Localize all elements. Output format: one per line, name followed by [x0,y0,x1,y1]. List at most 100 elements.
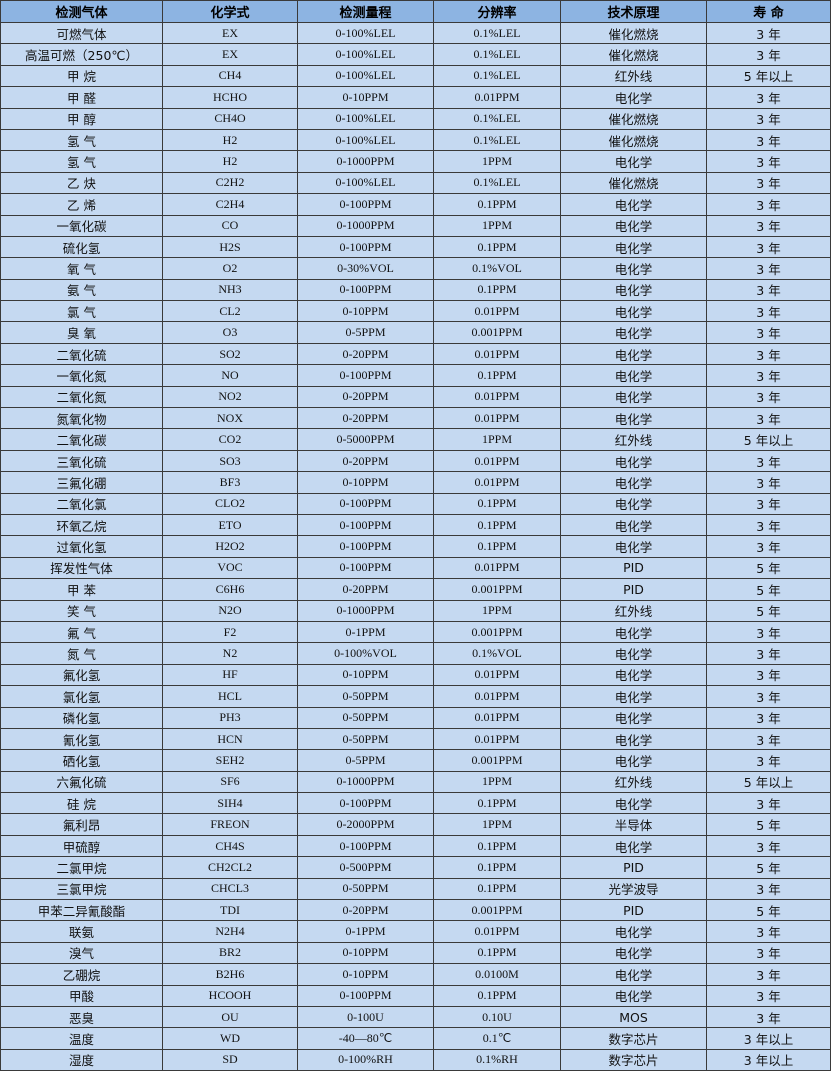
formula-cell: BF3 [162,471,298,494]
table-row: 乙硼烷 B2H6 0-10PPM 0.0100M 电化学 3 年 [0,963,831,986]
gas-cell: 氟化氢 [0,663,163,687]
gas-cell: 磷化氢 [0,706,163,729]
range-cell: 0-100PPM [297,492,434,515]
lifespan-cell: 3 年以上 [706,1048,831,1072]
lifespan-cell: 3 年 [706,471,831,494]
lifespan-cell: 3 年 [706,321,831,344]
gas-cell: 甲苯二异氰酸酯 [0,899,163,922]
table-row: 甲 苯 C6H6 0-20PPM 0.001PPM PID 5 年 [0,578,831,601]
gas-cell: 氯 气 [0,300,163,323]
resolution-cell: 0.001PPM [433,749,561,772]
principle-cell: 红外线 [560,428,707,451]
lifespan-cell: 3 年 [706,685,831,708]
lifespan-cell: 3 年 [706,342,831,366]
resolution-cell: 0.1PPM [433,984,561,1007]
lifespan-cell: 3 年 [706,86,831,109]
formula-cell: CH4O [162,107,298,130]
formula-cell: CO [162,214,298,237]
table-row: 笑 气 N2O 0-1000PPM 1PPM 红外线 5 年 [0,599,831,622]
table-row: 甲硫醇 CH4S 0-100PPM 0.1PPM 电化学 3 年 [0,834,831,858]
lifespan-cell: 3 年 [706,364,831,387]
header-row: 检测气体 化学式 检测量程 分辨率 技术原理 寿 命 [0,0,831,23]
resolution-cell: 0.01PPM [433,920,561,943]
resolution-cell: 0.01PPM [433,86,561,109]
table-header: 检测气体 化学式 检测量程 分辨率 技术原理 寿 命 [0,0,831,23]
formula-cell: C2H4 [162,193,298,216]
principle-cell: 电化学 [560,364,707,387]
header-formula: 化学式 [162,0,298,23]
principle-cell: 电化学 [560,278,707,302]
table-row: 一氧化氮 NO 0-100PPM 0.1PPM 电化学 3 年 [0,364,831,387]
gas-cell: 甲酸 [0,984,163,1007]
principle-cell: 红外线 [560,599,707,622]
principle-cell: 电化学 [560,984,707,1007]
formula-cell: O3 [162,321,298,344]
formula-cell: NO2 [162,385,298,409]
range-cell: 0-1000PPM [297,214,434,237]
range-cell: 0-50PPM [297,877,434,901]
resolution-cell: 0.1%VOL [433,257,561,280]
range-cell: 0-50PPM [297,727,434,751]
principle-cell: 数字芯片 [560,1048,707,1072]
gas-cell: 硫化氢 [0,235,163,259]
principle-cell: 催化燃烧 [560,21,707,45]
range-cell: 0-100PPM [297,235,434,259]
formula-cell: CO2 [162,428,298,451]
gas-cell: 二氧化硫 [0,342,163,366]
principle-cell: 电化学 [560,834,707,858]
lifespan-cell: 3 年 [706,492,831,515]
table-row: 氢 气 H2 0-100%LEL 0.1%LEL 催化燃烧 3 年 [0,128,831,152]
lifespan-cell: 3 年 [706,300,831,323]
gas-cell: 可燃气体 [0,21,163,45]
gas-cell: 二氧化碳 [0,428,163,451]
table-row: 甲苯二异氰酸酯 TDI 0-20PPM 0.001PPM PID 5 年 [0,899,831,922]
table-row: 氮氧化物 NOX 0-20PPM 0.01PPM 电化学 3 年 [0,407,831,430]
gas-cell: 硅 烷 [0,792,163,815]
principle-cell: 催化燃烧 [560,43,707,66]
resolution-cell: 0.001PPM [433,321,561,344]
gas-cell: 二氯甲烷 [0,856,163,879]
resolution-cell: 1PPM [433,599,561,622]
formula-cell: OU [162,1005,298,1029]
table-row: 硫化氢 H2S 0-100PPM 0.1PPM 电化学 3 年 [0,235,831,259]
gas-cell: 过氧化氢 [0,535,163,558]
table-row: 一氧化碳 CO 0-1000PPM 1PPM 电化学 3 年 [0,214,831,237]
range-cell: 0-100PPM [297,535,434,558]
lifespan-cell: 3 年 [706,963,831,986]
lifespan-cell: 3 年 [706,727,831,751]
table-row: 挥发性气体 VOC 0-100PPM 0.01PPM PID 5 年 [0,556,831,580]
range-cell: 0-1000PPM [297,599,434,622]
lifespan-cell: 5 年以上 [706,770,831,794]
table-row: 恶臭 OU 0-100U 0.10U MOS 3 年 [0,1005,831,1029]
range-cell: 0-100%LEL [297,64,434,88]
table-row: 氮 气 N2 0-100%VOL 0.1%VOL 电化学 3 年 [0,642,831,665]
resolution-cell: 0.1PPM [433,834,561,858]
header-principle: 技术原理 [560,0,707,23]
lifespan-cell: 3 年 [706,513,831,537]
formula-cell: O2 [162,257,298,280]
gas-cell: 氯化氢 [0,685,163,708]
formula-cell: NOX [162,407,298,430]
resolution-cell: 0.1PPM [433,278,561,302]
principle-cell: 电化学 [560,342,707,366]
formula-cell: HCHO [162,86,298,109]
formula-cell: H2O2 [162,535,298,558]
lifespan-cell: 5 年 [706,599,831,622]
resolution-cell: 0.1PPM [433,492,561,515]
resolution-cell: 0.01PPM [433,685,561,708]
resolution-cell: 0.1%LEL [433,107,561,130]
resolution-cell: 0.1PPM [433,856,561,879]
gas-cell: 笑 气 [0,599,163,622]
resolution-cell: 1PPM [433,813,561,836]
principle-cell: 红外线 [560,770,707,794]
principle-cell: 半导体 [560,813,707,836]
range-cell: 0-500PPM [297,856,434,879]
lifespan-cell: 3 年 [706,792,831,815]
principle-cell: 光学波导 [560,877,707,901]
resolution-cell: 0.01PPM [433,385,561,409]
range-cell: 0-100PPM [297,364,434,387]
principle-cell: 数字芯片 [560,1027,707,1050]
formula-cell: H2 [162,150,298,173]
table-row: 三氯甲烷 CHCL3 0-50PPM 0.1PPM 光学波导 3 年 [0,877,831,901]
